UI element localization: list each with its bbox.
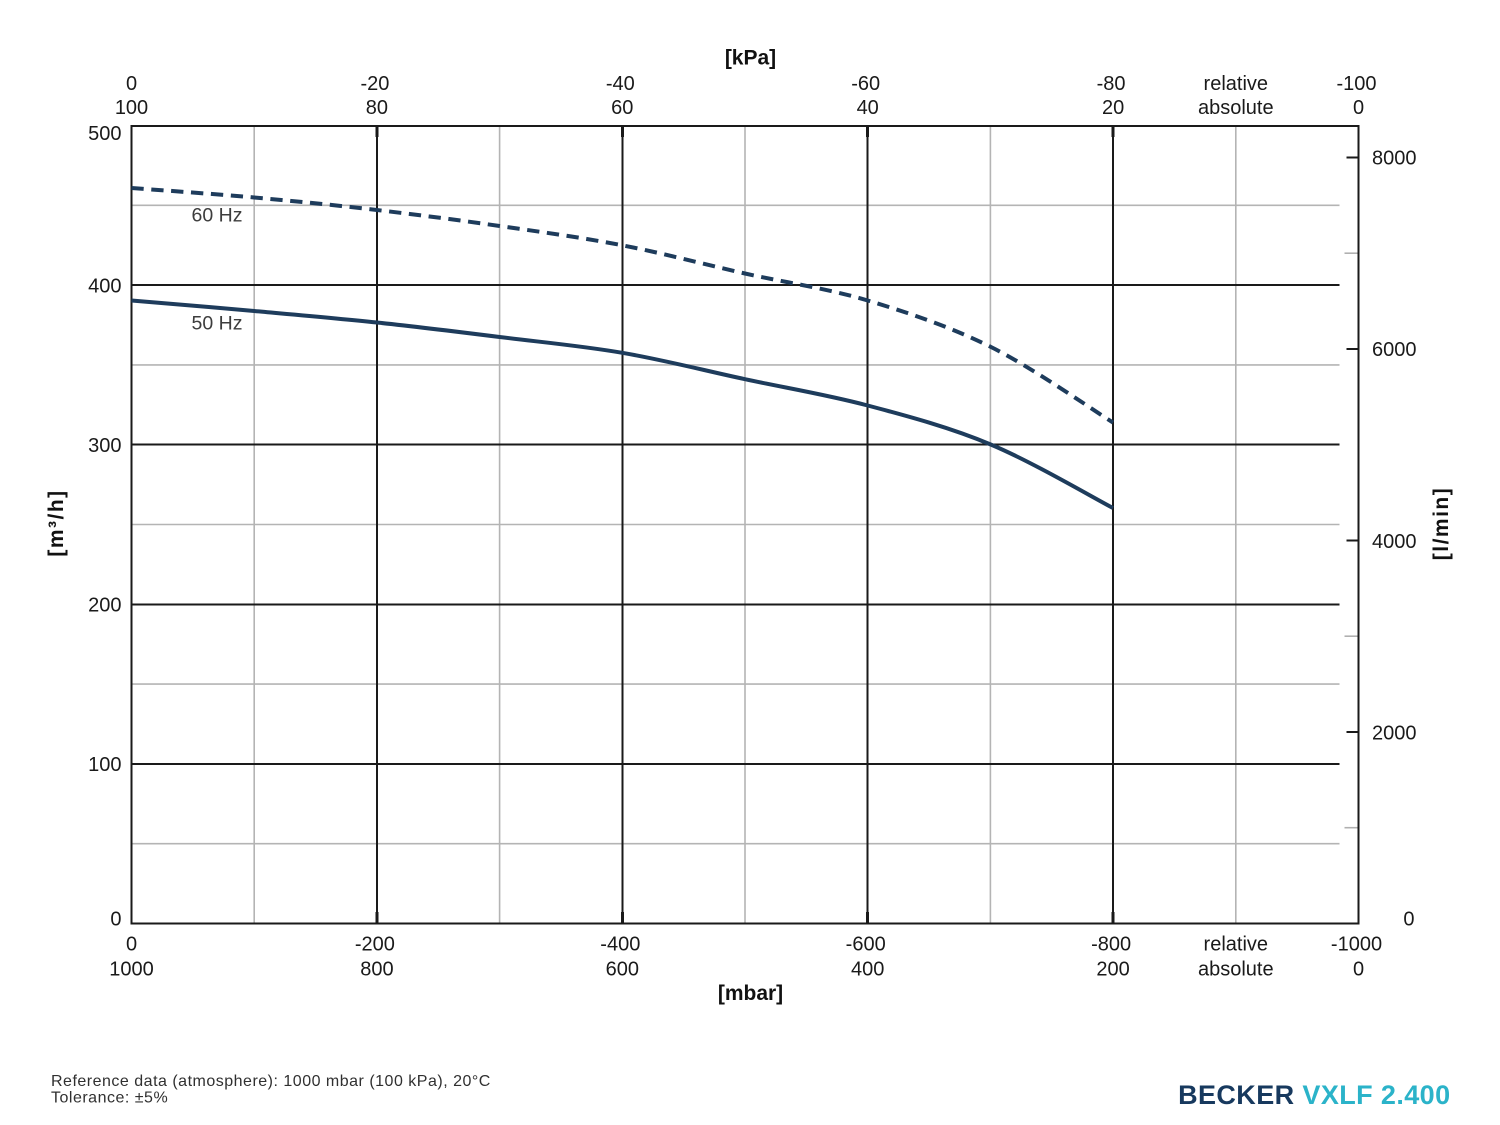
svg-text:60 Hz: 60 Hz	[192, 205, 243, 227]
svg-text:80: 80	[366, 97, 388, 119]
svg-text:100: 100	[88, 754, 121, 776]
svg-text:-800: -800	[1091, 934, 1131, 956]
svg-text:800: 800	[360, 958, 393, 980]
svg-text:-40: -40	[606, 73, 635, 95]
svg-text:0: 0	[110, 909, 121, 931]
svg-text:[mbar]: [mbar]	[718, 982, 783, 1005]
svg-text:Tolerance: ±5%: Tolerance: ±5%	[51, 1090, 168, 1107]
svg-text:8000: 8000	[1372, 148, 1417, 170]
svg-text:Reference data (atmosphere): 1: Reference data (atmosphere): 1000 mbar (…	[51, 1073, 491, 1090]
svg-text:2000: 2000	[1372, 722, 1417, 744]
svg-text:200: 200	[88, 595, 121, 617]
svg-text:-1000: -1000	[1331, 934, 1382, 956]
svg-text:20: 20	[1102, 97, 1124, 119]
svg-text:[l/min]: [l/min]	[1430, 487, 1453, 561]
svg-text:6000: 6000	[1372, 339, 1417, 361]
svg-text:60: 60	[611, 97, 633, 119]
svg-text:0: 0	[126, 934, 137, 956]
svg-text:40: 40	[857, 97, 879, 119]
svg-text:4000: 4000	[1372, 531, 1417, 553]
svg-text:[m³/h]: [m³/h]	[45, 489, 68, 556]
svg-text:BECKER VXLF 2.400: BECKER VXLF 2.400	[1178, 1080, 1450, 1110]
svg-text:1000: 1000	[109, 958, 154, 980]
svg-text:0: 0	[126, 73, 137, 95]
svg-text:-200: -200	[355, 934, 395, 956]
svg-text:-20: -20	[360, 73, 389, 95]
svg-text:0: 0	[1353, 97, 1364, 119]
svg-text:absolute: absolute	[1198, 97, 1274, 119]
svg-text:[kPa]: [kPa]	[725, 47, 776, 70]
svg-text:500: 500	[88, 123, 121, 145]
svg-text:relative: relative	[1204, 73, 1268, 95]
svg-text:-80: -80	[1097, 73, 1126, 95]
svg-text:300: 300	[88, 435, 121, 457]
svg-text:100: 100	[115, 97, 148, 119]
svg-text:-60: -60	[851, 73, 880, 95]
svg-text:400: 400	[88, 275, 121, 297]
svg-text:200: 200	[1096, 958, 1129, 980]
svg-text:50 Hz: 50 Hz	[192, 313, 243, 335]
svg-text:0: 0	[1353, 958, 1364, 980]
svg-text:400: 400	[851, 958, 884, 980]
svg-text:-100: -100	[1336, 73, 1376, 95]
svg-text:absolute: absolute	[1198, 958, 1274, 980]
svg-text:0: 0	[1403, 909, 1414, 931]
svg-text:relative: relative	[1204, 934, 1268, 956]
svg-text:-400: -400	[600, 934, 640, 956]
svg-text:600: 600	[606, 958, 639, 980]
svg-text:-600: -600	[846, 934, 886, 956]
